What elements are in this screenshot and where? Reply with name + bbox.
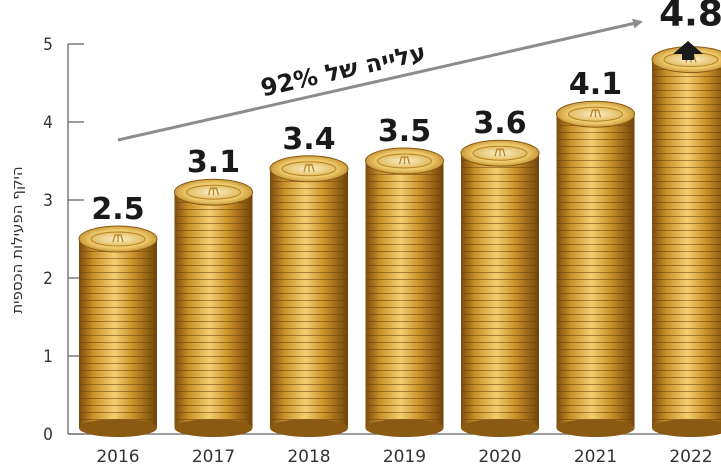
value-label: 3.5	[378, 114, 431, 149]
bar-2018	[269, 155, 349, 437]
value-label: 3.6	[473, 106, 526, 141]
bars	[78, 46, 721, 437]
y-tick-label: 1	[43, 347, 53, 367]
x-tick-label: 2017	[192, 447, 235, 467]
x-tick-label: 2021	[574, 447, 617, 467]
y-tick-label: 0	[43, 425, 53, 445]
x-axis: 2016 2017 2018 2019 2020 2021 2022	[96, 447, 712, 467]
value-labels: 2.5 3.1 3.4 3.5 3.6 4.1 4.8	[91, 0, 721, 227]
x-tick-label: 2022	[669, 447, 712, 467]
x-tick-label: 2019	[383, 447, 426, 467]
value-label: 3.1	[187, 145, 240, 180]
x-tick-label: 2018	[287, 447, 330, 467]
bar-2020	[460, 139, 540, 437]
value-label: 3.4	[282, 122, 335, 157]
value-label: 4.8	[659, 0, 721, 35]
y-tick-label: 4	[43, 113, 53, 133]
x-tick-label: 2020	[478, 447, 521, 467]
value-label: 2.5	[91, 192, 144, 227]
y-tick-label: 2	[43, 269, 53, 289]
y-tick-label: 3	[43, 191, 53, 211]
trend-arrow	[117, 18, 643, 142]
bar-2017	[174, 178, 253, 437]
bar-2022	[651, 46, 721, 437]
up-arrow-icon	[673, 41, 703, 60]
y-axis-label: היקף הפעילות הכספית	[8, 166, 26, 313]
bar-2019	[365, 147, 444, 437]
trend-annotation: עלייה של 92%	[258, 38, 428, 102]
bar-2021	[556, 100, 635, 437]
y-tick-label: 5	[43, 35, 53, 55]
bar-2016	[78, 225, 158, 437]
x-tick-label: 2016	[96, 447, 139, 467]
value-label: 4.1	[569, 67, 622, 102]
